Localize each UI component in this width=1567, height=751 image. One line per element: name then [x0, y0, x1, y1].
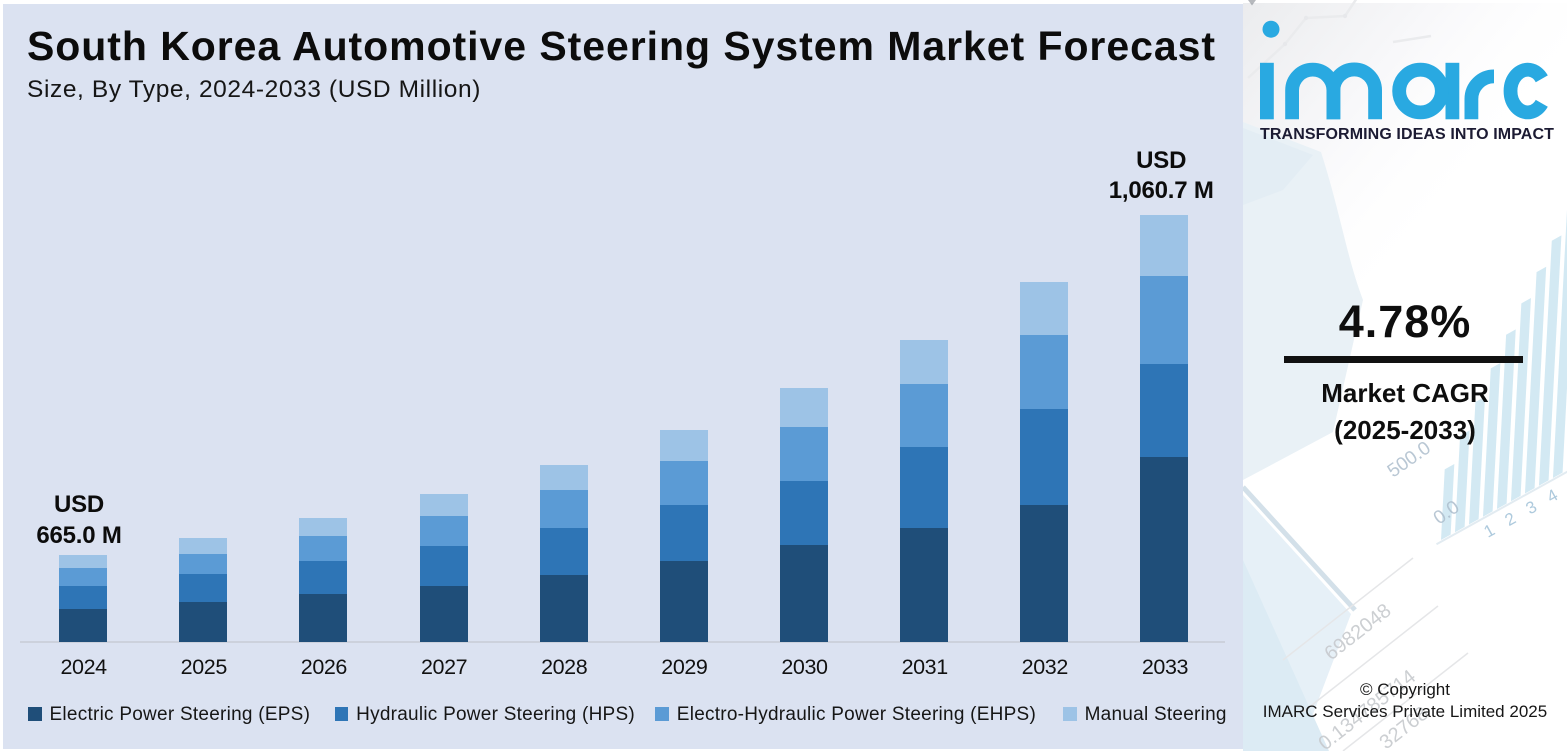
svg-text:1: 1	[1481, 520, 1498, 541]
svg-text:3: 3	[1523, 497, 1540, 518]
svg-text:4: 4	[1544, 485, 1561, 506]
svg-text:2: 2	[1502, 509, 1519, 530]
